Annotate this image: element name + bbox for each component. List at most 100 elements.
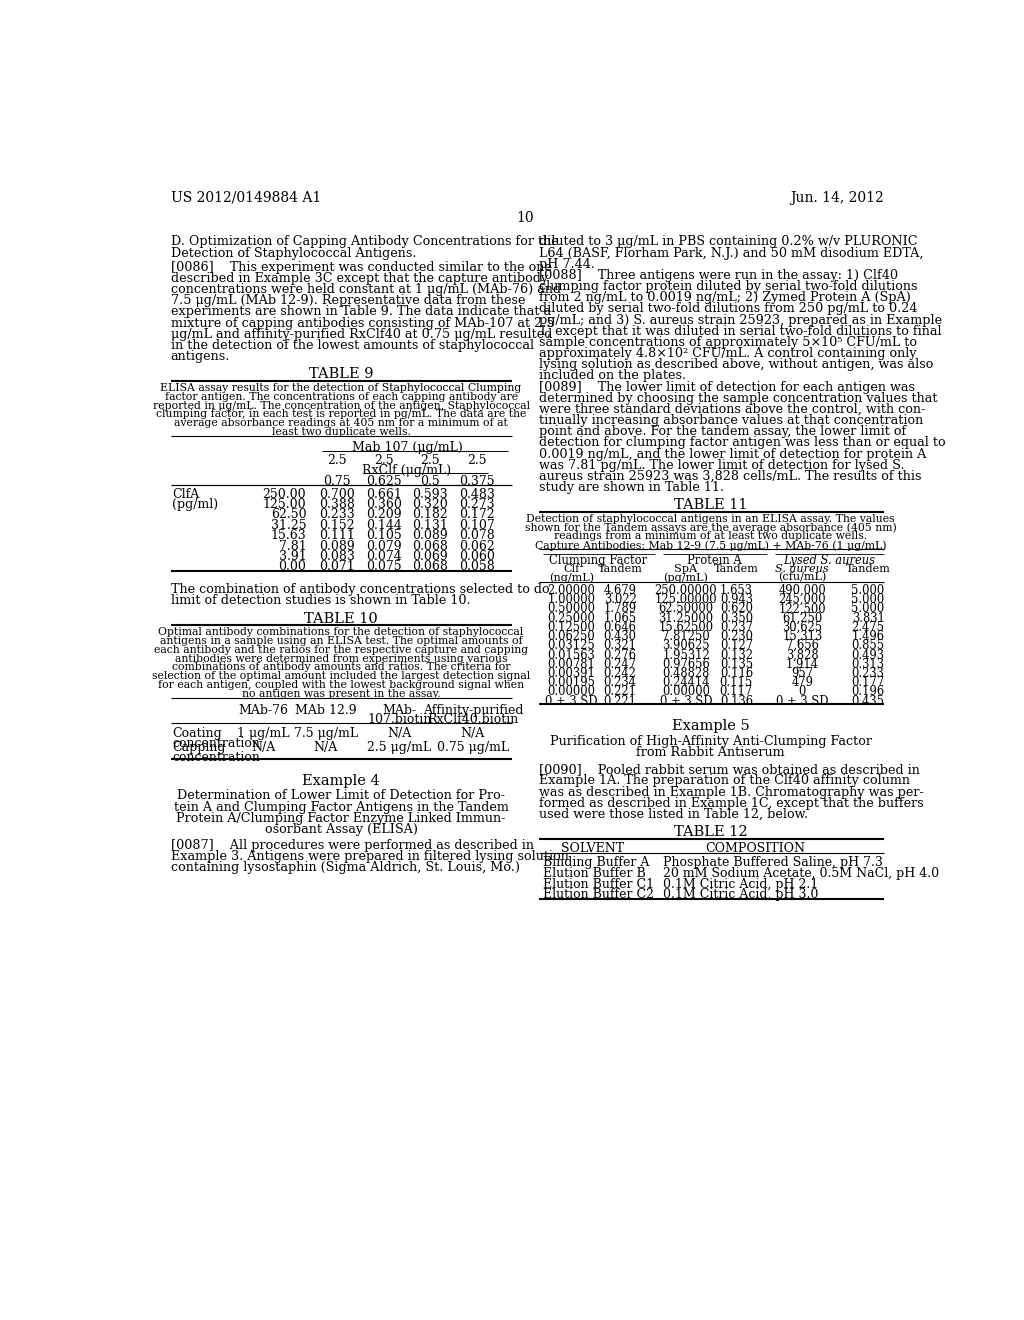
Text: (cfu/mL): (cfu/mL) — [778, 573, 826, 582]
Text: 0.233: 0.233 — [319, 508, 355, 521]
Text: 10: 10 — [516, 211, 534, 224]
Text: SOLVENT: SOLVENT — [561, 842, 625, 855]
Text: Coating: Coating — [172, 727, 222, 741]
Text: 15.62500: 15.62500 — [658, 620, 714, 634]
Text: readings from a minimum of at least two duplicate wells.: readings from a minimum of at least two … — [554, 532, 867, 541]
Text: 1,914: 1,914 — [785, 657, 819, 671]
Text: 0.209: 0.209 — [366, 508, 401, 521]
Text: Detection of staphylococcal antigens in an ELISA assay. The values: Detection of staphylococcal antigens in … — [526, 513, 895, 524]
Text: described in Example 3C except that the capture antibody: described in Example 3C except that the … — [171, 272, 548, 285]
Text: 1, except that it was diluted in serial two-fold dilutions to final: 1, except that it was diluted in serial … — [539, 325, 941, 338]
Text: 490,000: 490,000 — [778, 583, 826, 597]
Text: COMPOSITION: COMPOSITION — [706, 842, 806, 855]
Text: least two duplicate wells.: least two duplicate wells. — [271, 428, 411, 437]
Text: 4.679: 4.679 — [603, 583, 637, 597]
Text: Detection of Staphylococcal Antigens.: Detection of Staphylococcal Antigens. — [171, 247, 416, 260]
Text: 0.620: 0.620 — [720, 602, 753, 615]
Text: 0.435: 0.435 — [852, 694, 885, 708]
Text: 7.5 μg/mL (MAb 12-9). Representative data from these: 7.5 μg/mL (MAb 12-9). Representative dat… — [171, 294, 525, 308]
Text: 0.062: 0.062 — [459, 540, 495, 553]
Text: were three standard deviations above the control, with con-: were three standard deviations above the… — [539, 403, 925, 416]
Text: TABLE 9: TABLE 9 — [309, 367, 374, 381]
Text: 0.25000: 0.25000 — [548, 611, 595, 624]
Text: Protein A/Clumping Factor Enzyme Linked Immun-: Protein A/Clumping Factor Enzyme Linked … — [176, 812, 506, 825]
Text: 0.50000: 0.50000 — [547, 602, 595, 615]
Text: 0.1M Citric Acid, pH 3.0: 0.1M Citric Acid, pH 3.0 — [663, 888, 818, 902]
Text: pg/mL; and 3) S. aureus strain 25923, prepared as in Example: pg/mL; and 3) S. aureus strain 25923, pr… — [539, 314, 942, 326]
Text: TABLE 12: TABLE 12 — [674, 825, 748, 840]
Text: 62.50000: 62.50000 — [658, 602, 714, 615]
Text: combinations of antibody amounts and ratios. The criteria for: combinations of antibody amounts and rat… — [172, 663, 510, 672]
Text: 0.00000: 0.00000 — [662, 685, 710, 698]
Text: 2.5: 2.5 — [328, 454, 347, 467]
Text: 0.97656: 0.97656 — [663, 657, 710, 671]
Text: Example 1A. The preparation of the Clf40 affinity column: Example 1A. The preparation of the Clf40… — [539, 775, 909, 788]
Text: 20 mM Sodium Acetate, 0.5M NaCl, pH 4.0: 20 mM Sodium Acetate, 0.5M NaCl, pH 4.0 — [663, 867, 939, 880]
Text: concentration: concentration — [172, 751, 260, 764]
Text: 7,656: 7,656 — [785, 639, 818, 652]
Text: 0.068: 0.068 — [413, 561, 449, 573]
Text: tinually increasing absorbance values at that concentration: tinually increasing absorbance values at… — [539, 414, 923, 428]
Text: 0.320: 0.320 — [413, 498, 449, 511]
Text: μg/mL and affinity-purified RxClf40 at 0.75 μg/mL resulted: μg/mL and affinity-purified RxClf40 at 0… — [171, 327, 552, 341]
Text: 0.5: 0.5 — [421, 475, 440, 488]
Text: [0090]    Pooled rabbit serum was obtained as described in: [0090] Pooled rabbit serum was obtained … — [539, 763, 920, 776]
Text: (ng/mL): (ng/mL) — [549, 573, 594, 583]
Text: 61,250: 61,250 — [782, 611, 822, 624]
Text: 3.831: 3.831 — [852, 611, 885, 624]
Text: formed as described in Example 1C, except that the buffers: formed as described in Example 1C, excep… — [539, 797, 924, 809]
Text: antigens in a sample using an ELISA test. The optimal amounts of: antigens in a sample using an ELISA test… — [160, 636, 522, 645]
Text: reported in μg/mL. The concentration of the antigen, Staphylococcal: reported in μg/mL. The concentration of … — [153, 400, 529, 411]
Text: 0.247: 0.247 — [603, 657, 637, 671]
Text: 1.496: 1.496 — [852, 630, 885, 643]
Text: 0.430: 0.430 — [603, 630, 637, 643]
Text: 0.234: 0.234 — [604, 676, 637, 689]
Text: 0 + 3 SD: 0 + 3 SD — [545, 694, 598, 708]
Text: The combination of antibody concentrations selected to do: The combination of antibody concentratio… — [171, 583, 549, 597]
Text: 1.95312: 1.95312 — [663, 648, 710, 661]
Text: Example 4: Example 4 — [302, 774, 380, 788]
Text: D. Optimization of Capping Antibody Concentrations for the: D. Optimization of Capping Antibody Conc… — [171, 235, 558, 248]
Text: 0.196: 0.196 — [852, 685, 885, 698]
Text: 0.625: 0.625 — [366, 475, 401, 488]
Text: 122,500: 122,500 — [778, 602, 826, 615]
Text: 3,828: 3,828 — [786, 648, 818, 661]
Text: pH 7.44.: pH 7.44. — [539, 257, 595, 271]
Text: 7.5 μg/mL: 7.5 μg/mL — [294, 727, 357, 741]
Text: 0.700: 0.700 — [319, 487, 355, 500]
Text: point and above. For the tandem assay, the lower limit of: point and above. For the tandem assay, t… — [539, 425, 906, 438]
Text: diluted by serial two-fold dilutions from 250 pg/mL to 0.24: diluted by serial two-fold dilutions fro… — [539, 302, 918, 315]
Text: 0.078: 0.078 — [459, 529, 495, 543]
Text: 0.593: 0.593 — [413, 487, 449, 500]
Text: 0.237: 0.237 — [720, 620, 753, 634]
Text: 0.75 μg/mL: 0.75 μg/mL — [437, 741, 509, 754]
Text: TABLE 10: TABLE 10 — [304, 611, 378, 626]
Text: SpA: SpA — [675, 564, 697, 574]
Text: mixture of capping antibodies consisting of MAb-107 at 2.5: mixture of capping antibodies consisting… — [171, 317, 554, 330]
Text: 2.00000: 2.00000 — [548, 583, 595, 597]
Text: 0.135: 0.135 — [720, 657, 753, 671]
Text: Binding Buffer A: Binding Buffer A — [543, 857, 649, 869]
Text: factor antigen. The concentrations of each capping antibody are: factor antigen. The concentrations of ea… — [165, 392, 518, 401]
Text: 5.000: 5.000 — [852, 593, 885, 606]
Text: antibodies were determined from experiments using various: antibodies were determined from experime… — [175, 653, 507, 664]
Text: Example 5: Example 5 — [672, 719, 750, 734]
Text: 0.388: 0.388 — [319, 498, 355, 511]
Text: each antibody and the ratios for the respective capture and capping: each antibody and the ratios for the res… — [154, 644, 528, 655]
Text: 0.172: 0.172 — [459, 508, 495, 521]
Text: 0.117: 0.117 — [720, 685, 753, 698]
Text: [0089]    The lower limit of detection for each antigen was: [0089] The lower limit of detection for … — [539, 380, 914, 393]
Text: from 2 ng/mL to 0.0019 ng/mL; 2) Zymed Protein A (SpA): from 2 ng/mL to 0.0019 ng/mL; 2) Zymed P… — [539, 292, 910, 304]
Text: 0.00391: 0.00391 — [548, 667, 595, 680]
Text: Lysed S. aureus: Lysed S. aureus — [783, 554, 876, 566]
Text: 0.661: 0.661 — [366, 487, 401, 500]
Text: for each antigen, coupled with the lowest background signal when: for each antigen, coupled with the lowes… — [158, 680, 524, 690]
Text: RxClf (μg/mL): RxClf (μg/mL) — [362, 463, 452, 477]
Text: 0 + 3 SD: 0 + 3 SD — [659, 694, 713, 708]
Text: Tandem: Tandem — [598, 564, 643, 574]
Text: 30,625: 30,625 — [782, 620, 822, 634]
Text: 1 μg/mL: 1 μg/mL — [238, 727, 290, 741]
Text: (pg/ml): (pg/ml) — [172, 498, 218, 511]
Text: was 7.81 pg/mL. The lower limit of detection for lysed S.: was 7.81 pg/mL. The lower limit of detec… — [539, 459, 904, 471]
Text: study are shown in Table 11.: study are shown in Table 11. — [539, 480, 724, 494]
